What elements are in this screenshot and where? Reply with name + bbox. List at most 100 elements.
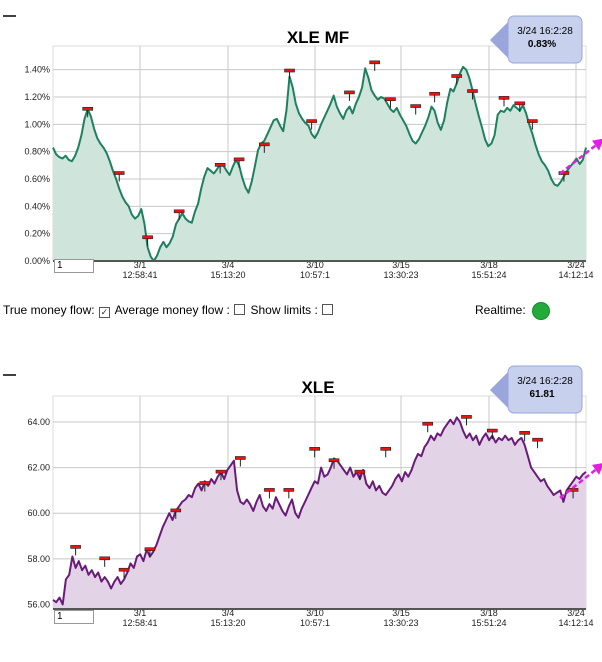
event-marker [284, 68, 295, 73]
y-tick-label: 0.00% [24, 256, 50, 266]
x-tick-date: 3/4 [222, 260, 235, 270]
projection-arrow [559, 466, 599, 499]
x-tick-date: 3/4 [222, 608, 235, 618]
show-limits-label: Show limits : [250, 303, 318, 317]
y-tick-label: 1.20% [24, 92, 50, 102]
x-tick-date: 3/15 [392, 260, 410, 270]
show-limits-checkbox[interactable] [322, 304, 334, 315]
y-tick-label: 0.60% [24, 174, 50, 184]
average-money-flow-checkbox[interactable] [234, 304, 246, 315]
x-tick-time: 12:58:41 [122, 618, 157, 628]
y-tick-label: 56.00 [27, 599, 50, 609]
chart-title: XLE MF [287, 28, 349, 47]
tooltip-value: 0.83% [528, 39, 556, 50]
x-tick-time: 14:12:14 [558, 618, 593, 628]
plot-area: 1.40% 1.20% 1.00% 0.80% 0.60% 0.40% 0.20% 0.00%… [24, 45, 602, 280]
event-marker [118, 567, 130, 572]
y-tick-label: 64.00 [27, 417, 50, 427]
range-input[interactable]: 1 [54, 610, 94, 624]
x-tick-time: 10:57:1 [300, 270, 330, 280]
y-tick-label: 0.20% [24, 229, 50, 239]
x-tick-time: 15:13:20 [210, 618, 245, 628]
realtime-label: Realtime: [475, 303, 526, 317]
event-marker [214, 163, 226, 167]
series-line [52, 65, 587, 262]
event-marker [369, 60, 380, 65]
projection-arrow-head-icon [592, 463, 602, 475]
event-marker [385, 97, 396, 102]
tooltip-bg [507, 365, 583, 414]
true-money-flow-checkbox[interactable]: ✓ [98, 307, 110, 318]
chart-title: XLE [301, 378, 334, 397]
event-marker [235, 456, 246, 460]
controls-bar: True money flow: ✓ Average money flow : … [3, 301, 599, 320]
realtime-indicator-icon[interactable] [532, 302, 550, 320]
event-marker [144, 547, 156, 551]
x-tick-time: 13:30:23 [383, 270, 418, 280]
tooltip-bg [507, 15, 583, 64]
y-tick-label: 1.00% [24, 119, 50, 129]
x-tick-date: 3/10 [306, 608, 324, 618]
event-marker [410, 104, 421, 108]
projection-arrow [559, 142, 599, 175]
x-tick-time: 12:58:41 [122, 270, 157, 280]
event-marker [264, 488, 275, 492]
x-tick-time: 15:51:24 [471, 270, 506, 280]
y-tick-label: 0.40% [24, 201, 50, 211]
tooltip-box: 3/24 16:2:28 61.81 [490, 365, 583, 414]
tooltip-time: 3/24 16:2:28 [517, 376, 573, 387]
event-marker [233, 157, 245, 162]
event-marker [429, 91, 440, 96]
event-marker [199, 481, 211, 485]
event-marker [380, 447, 392, 451]
projection-arrow-head-icon [592, 138, 602, 151]
event-marker [514, 101, 526, 106]
y-tick-label: 58.00 [27, 554, 50, 564]
plot-area: 64.0062.0060.0058.0056.003/112:58:413/41… [27, 395, 602, 628]
x-tick-date: 3/10 [306, 260, 324, 270]
event-marker [527, 119, 538, 123]
true-money-flow-label: True money flow: [3, 303, 95, 317]
event-marker [519, 431, 530, 435]
event-marker [498, 96, 510, 100]
event-marker [354, 469, 366, 474]
event-marker [487, 428, 498, 433]
x-tick-time: 15:13:20 [210, 270, 245, 280]
tooltip-time: 3/24 16:2:28 [517, 26, 573, 37]
x-tick-date: 3/24 [567, 608, 585, 618]
y-tick-label: 62.00 [27, 463, 50, 473]
event-marker [82, 107, 93, 111]
x-tick-date: 3/18 [480, 608, 498, 618]
tooltip-value: 61.81 [529, 389, 554, 400]
event-marker [142, 235, 153, 240]
event-marker [215, 469, 227, 474]
x-tick-date: 3/1 [134, 608, 147, 618]
x-tick-time: 10:57:1 [300, 618, 330, 628]
event-marker [422, 421, 434, 426]
x-tick-time: 15:51:24 [471, 618, 506, 628]
range-input[interactable]: 1 [54, 259, 94, 273]
event-marker [344, 90, 355, 95]
event-marker [532, 437, 543, 442]
event-marker [306, 119, 317, 123]
series-area [53, 417, 586, 609]
event-marker [259, 142, 270, 147]
tooltip-box: 3/24 16:2:28 0.83% [490, 15, 583, 64]
event-marker [451, 74, 462, 78]
series-area [53, 66, 586, 262]
event-marker [328, 458, 340, 463]
money-flow-chart: XLE MF 1.40% 1.20% 1.00% 0.80% 0.60% 0.40% 0.2… [3, 15, 602, 280]
x-tick-time: 13:30:23 [383, 618, 418, 628]
series-line [52, 416, 587, 606]
average-money-flow-label: Average money flow : [114, 303, 230, 317]
y-tick-label: 60.00 [27, 508, 50, 518]
x-tick-date: 3/15 [392, 608, 410, 618]
event-marker [461, 415, 472, 419]
y-tick-label: 1.40% [24, 65, 50, 75]
event-marker [283, 488, 295, 492]
event-marker [70, 545, 81, 549]
event-marker [99, 556, 110, 561]
event-marker [113, 171, 125, 175]
x-tick-time: 14:12:14 [558, 270, 593, 280]
